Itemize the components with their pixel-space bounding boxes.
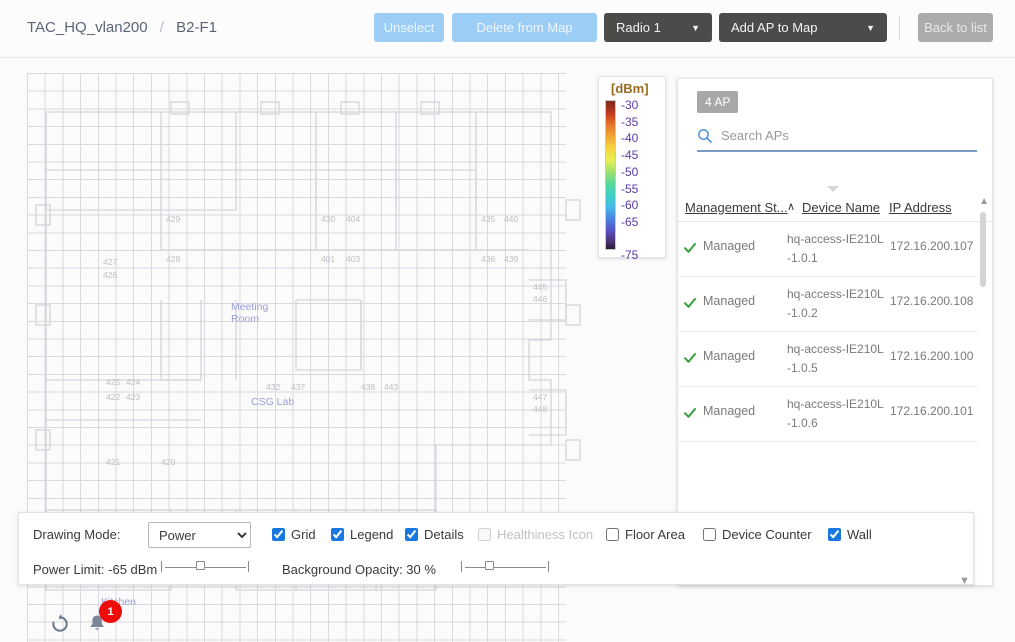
svg-text:Meeting: Meeting: [231, 301, 269, 313]
svg-text:435: 435: [481, 214, 495, 224]
svg-text:401: 401: [321, 254, 335, 264]
svg-text:426: 426: [103, 270, 117, 280]
svg-text:436: 436: [481, 254, 495, 264]
svg-text:440: 440: [504, 214, 518, 224]
svg-text:432: 432: [266, 382, 280, 392]
svg-text:445: 445: [533, 282, 547, 292]
svg-text:428: 428: [166, 254, 180, 264]
svg-text:447: 447: [533, 392, 547, 402]
svg-text:403: 403: [346, 254, 360, 264]
svg-text:404: 404: [346, 214, 360, 224]
svg-text:437: 437: [291, 382, 305, 392]
svg-text:446: 446: [533, 294, 547, 304]
svg-text:443: 443: [384, 382, 398, 392]
svg-text:429: 429: [166, 214, 180, 224]
svg-text:439: 439: [504, 254, 518, 264]
svg-text:CSG Lab: CSG Lab: [251, 396, 294, 408]
svg-text:425: 425: [106, 377, 120, 387]
svg-text:438: 438: [361, 382, 375, 392]
svg-text:Room: Room: [231, 313, 259, 325]
svg-text:422: 422: [106, 392, 120, 402]
svg-text:427: 427: [103, 257, 117, 267]
svg-text:448: 448: [533, 404, 547, 414]
svg-text:421: 421: [106, 457, 120, 467]
svg-text:424: 424: [126, 377, 140, 387]
svg-text:420: 420: [161, 457, 175, 467]
svg-text:430: 430: [321, 214, 335, 224]
svg-text:423: 423: [126, 392, 140, 402]
